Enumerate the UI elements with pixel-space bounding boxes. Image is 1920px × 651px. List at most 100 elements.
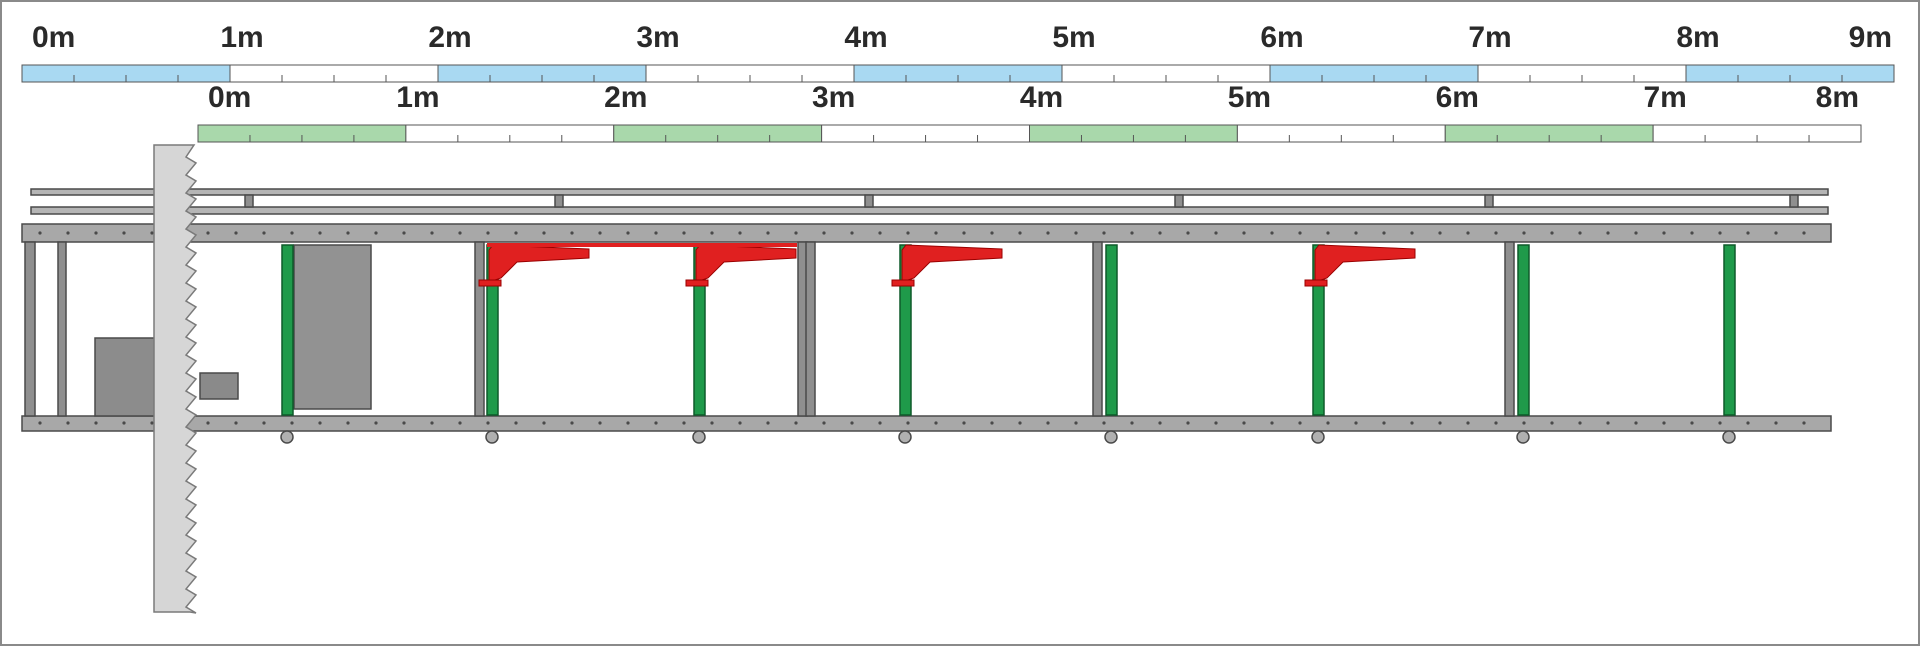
bolt bbox=[1130, 231, 1134, 235]
bolt bbox=[1662, 421, 1666, 425]
bolt bbox=[1774, 231, 1778, 235]
upper-rail bbox=[30, 206, 1829, 215]
bolt bbox=[878, 231, 882, 235]
bolt bbox=[682, 231, 686, 235]
green-post bbox=[1723, 244, 1736, 416]
bolt bbox=[206, 421, 210, 425]
ruler-label: 8m bbox=[1816, 81, 1859, 114]
rail-support bbox=[864, 194, 874, 208]
bolt bbox=[598, 231, 602, 235]
bolt bbox=[1214, 231, 1218, 235]
bolt bbox=[1662, 231, 1666, 235]
red-arm bbox=[901, 244, 1003, 283]
bolt bbox=[1802, 421, 1806, 425]
ruler-label: 5m bbox=[1228, 81, 1271, 114]
bolt bbox=[766, 421, 770, 425]
bolt bbox=[514, 421, 518, 425]
bolt bbox=[850, 231, 854, 235]
ruler-label: 7m bbox=[1643, 81, 1686, 114]
bolt bbox=[234, 421, 238, 425]
rail-support bbox=[1174, 194, 1184, 208]
bolt bbox=[262, 231, 266, 235]
bolt bbox=[626, 231, 630, 235]
bolt bbox=[1326, 231, 1330, 235]
bolt bbox=[1242, 231, 1246, 235]
bolt bbox=[402, 421, 406, 425]
bolt bbox=[402, 231, 406, 235]
rail-support bbox=[1484, 194, 1494, 208]
foot bbox=[692, 430, 706, 444]
bolt bbox=[990, 231, 994, 235]
bolt bbox=[654, 231, 658, 235]
bolt bbox=[1578, 231, 1582, 235]
bolt bbox=[1494, 421, 1498, 425]
bolt bbox=[1606, 231, 1610, 235]
ruler-label: 4m bbox=[1020, 81, 1063, 114]
ruler-label: 0m bbox=[208, 81, 251, 114]
ruler-label: 0m bbox=[32, 21, 75, 54]
bolt bbox=[1214, 421, 1218, 425]
foot bbox=[1104, 430, 1118, 444]
bolt bbox=[234, 231, 238, 235]
bolt bbox=[1102, 421, 1106, 425]
foot bbox=[1516, 430, 1530, 444]
bolt bbox=[1242, 421, 1246, 425]
bolt bbox=[1354, 421, 1358, 425]
bolt bbox=[1326, 421, 1330, 425]
frame-post bbox=[474, 241, 485, 417]
bolt bbox=[1550, 231, 1554, 235]
rulers: 0m 1m 2m 3m 4m 5m 6m 7m 8m 9m 0m 1m 2m 3m 4m 5m 6m 7m 8m bbox=[21, 21, 1895, 143]
bolt bbox=[1046, 231, 1050, 235]
bolt bbox=[66, 421, 70, 425]
green-post bbox=[1105, 244, 1118, 416]
bolt bbox=[1746, 421, 1750, 425]
bolt bbox=[374, 421, 378, 425]
red-clamp bbox=[1304, 279, 1328, 287]
foot bbox=[1722, 430, 1736, 444]
left-post bbox=[24, 241, 36, 417]
bolt bbox=[486, 421, 490, 425]
bolt bbox=[1074, 421, 1078, 425]
foot bbox=[280, 430, 294, 444]
bolt bbox=[150, 421, 154, 425]
bolt bbox=[1102, 231, 1106, 235]
bolt bbox=[906, 421, 910, 425]
bolt bbox=[458, 421, 462, 425]
bolt bbox=[150, 231, 154, 235]
bolt bbox=[1298, 421, 1302, 425]
bolt bbox=[1774, 421, 1778, 425]
red-clamp bbox=[685, 279, 709, 287]
main-beam bbox=[21, 223, 1832, 243]
bolt bbox=[682, 421, 686, 425]
bolt bbox=[1438, 231, 1442, 235]
red-arm bbox=[1314, 244, 1416, 283]
red-clamp bbox=[478, 279, 502, 287]
bolt bbox=[1298, 231, 1302, 235]
red-arm bbox=[695, 244, 797, 283]
bolt bbox=[290, 231, 294, 235]
bolt bbox=[1270, 421, 1274, 425]
bolt bbox=[262, 421, 266, 425]
bolt bbox=[318, 421, 322, 425]
foot bbox=[898, 430, 912, 444]
bolt bbox=[486, 231, 490, 235]
ruler-label: 3m bbox=[636, 21, 679, 54]
bolt bbox=[794, 231, 798, 235]
motor bbox=[199, 372, 239, 400]
bolt bbox=[374, 231, 378, 235]
ruler-label: 1m bbox=[396, 81, 439, 114]
bolt bbox=[1158, 421, 1162, 425]
frame-post bbox=[805, 241, 816, 417]
bolt bbox=[1550, 421, 1554, 425]
ruler-label: 6m bbox=[1260, 21, 1303, 54]
bolt bbox=[1158, 231, 1162, 235]
bolt bbox=[794, 421, 798, 425]
bolt bbox=[1354, 231, 1358, 235]
green-post bbox=[281, 244, 294, 416]
frame-post bbox=[1092, 241, 1103, 417]
bolt bbox=[906, 231, 910, 235]
bolt bbox=[934, 231, 938, 235]
rail-support bbox=[1789, 194, 1799, 208]
bolt bbox=[1746, 231, 1750, 235]
